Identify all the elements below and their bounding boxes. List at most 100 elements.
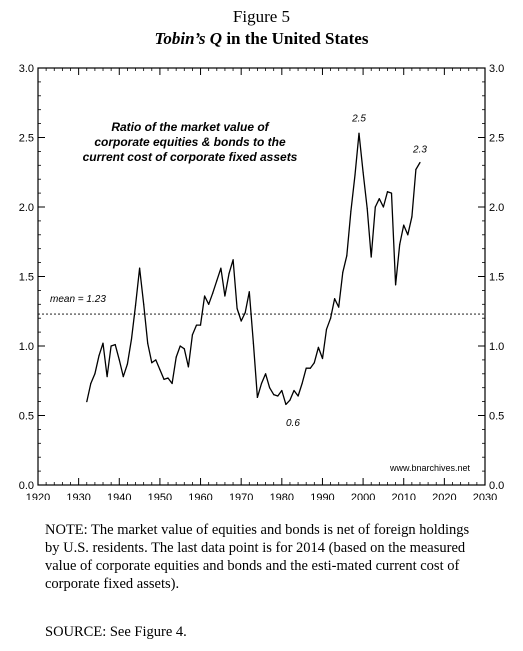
x-tick-label: 1940 xyxy=(107,492,131,500)
y-tick-label-left: 0.0 xyxy=(19,480,34,492)
point-label: 0.6 xyxy=(286,418,300,429)
data-point xyxy=(216,280,218,282)
y-tick-label-right: 0.0 xyxy=(489,480,504,492)
data-point xyxy=(212,292,214,294)
data-point xyxy=(114,344,116,346)
data-point xyxy=(179,345,181,347)
data-point xyxy=(338,306,340,308)
watermark: www.bnarchives.net xyxy=(389,463,471,473)
y-tick-label-right: 2.5 xyxy=(489,133,504,145)
data-point xyxy=(374,206,376,208)
data-point xyxy=(220,267,222,269)
x-tick-label: 1960 xyxy=(188,492,212,500)
data-point xyxy=(382,206,384,208)
data-point xyxy=(293,389,295,392)
data-point xyxy=(325,328,328,330)
data-point xyxy=(199,324,202,326)
data-point xyxy=(386,191,389,193)
data-point xyxy=(143,303,145,305)
data-point xyxy=(195,324,198,326)
data-point xyxy=(94,373,96,375)
data-point xyxy=(118,359,120,361)
data-point xyxy=(350,210,352,212)
data-point xyxy=(191,334,193,336)
data-point xyxy=(342,271,344,273)
data-point xyxy=(90,382,92,385)
series-layer xyxy=(86,132,421,406)
y-tick-label-right: 1.0 xyxy=(489,341,504,353)
data-point xyxy=(126,363,128,365)
y-tick-label-left: 2.5 xyxy=(19,133,34,145)
data-point xyxy=(224,295,226,297)
data-point xyxy=(244,312,246,314)
figure-title-rest: in the United States xyxy=(222,29,369,48)
chart-note: NOTE: The market value of equities and b… xyxy=(45,522,470,592)
data-point xyxy=(358,132,360,134)
data-point xyxy=(419,161,421,164)
data-point xyxy=(167,377,169,379)
data-point xyxy=(130,338,133,340)
y-tick-label-left: 1.5 xyxy=(19,272,34,284)
x-tick-label: 2010 xyxy=(391,492,415,500)
figure-title-italic: Tobin’s Q xyxy=(154,29,223,48)
chart-source: SOURCE: See Figure 4. xyxy=(45,624,187,640)
data-point xyxy=(163,378,165,380)
data-point xyxy=(187,366,189,368)
y-tick-label-right: 3.0 xyxy=(489,63,504,75)
data-point xyxy=(309,367,311,369)
data-point xyxy=(159,369,161,371)
data-point xyxy=(301,382,303,385)
data-point xyxy=(297,395,299,397)
figure-title: Tobin’s Q in the United States xyxy=(0,29,523,49)
data-point xyxy=(285,403,287,405)
x-tick-label: 1980 xyxy=(270,492,294,500)
mean-layer: mean = 1.23 xyxy=(38,294,485,315)
data-point xyxy=(232,259,234,261)
data-point xyxy=(175,356,177,358)
data-point xyxy=(362,171,364,173)
data-point xyxy=(378,198,380,200)
data-point xyxy=(260,382,263,385)
data-point xyxy=(403,224,405,226)
y-tick-label-right: 0.5 xyxy=(489,411,504,423)
data-point xyxy=(305,367,307,369)
data-point xyxy=(334,298,336,300)
data-point xyxy=(106,376,108,378)
figure-number: Figure 5 xyxy=(232,7,291,26)
data-point xyxy=(390,192,393,194)
data-point xyxy=(399,243,401,246)
x-tick-label: 1970 xyxy=(229,492,253,500)
data-point xyxy=(281,389,283,392)
data-point xyxy=(102,342,104,344)
axes-layer: 1920 1930 1940 1950 1960 1970 1980 1990 2000 2010… xyxy=(19,63,505,500)
data-point xyxy=(411,216,413,218)
y-tick-label-left: 0.5 xyxy=(19,411,34,423)
x-tick-label: 1920 xyxy=(26,492,50,500)
data-point xyxy=(236,307,238,310)
data-point xyxy=(134,305,137,307)
y-tick-label-right: 2.0 xyxy=(489,202,504,214)
data-point xyxy=(269,387,271,389)
data-point xyxy=(228,273,230,275)
data-point xyxy=(151,362,153,364)
data-point xyxy=(321,357,324,360)
data-point xyxy=(354,174,356,176)
data-point xyxy=(204,295,206,297)
data-point xyxy=(252,342,254,344)
x-tick-label: 1990 xyxy=(310,492,334,500)
x-tick-label: 2000 xyxy=(351,492,375,500)
data-point xyxy=(171,382,173,385)
data-point xyxy=(273,394,275,396)
data-point xyxy=(370,256,372,258)
data-point xyxy=(98,355,100,357)
data-point xyxy=(110,345,112,347)
data-point xyxy=(415,168,417,171)
data-point xyxy=(313,362,315,364)
x-tick-label: 1950 xyxy=(148,492,172,500)
data-point xyxy=(122,376,124,378)
data-point xyxy=(407,234,409,236)
data-point xyxy=(277,395,279,397)
label-layer: Ratio of the market value of corporate eq… xyxy=(83,113,471,473)
y-tick-label-left: 1.0 xyxy=(19,341,34,353)
data-point xyxy=(366,207,368,209)
